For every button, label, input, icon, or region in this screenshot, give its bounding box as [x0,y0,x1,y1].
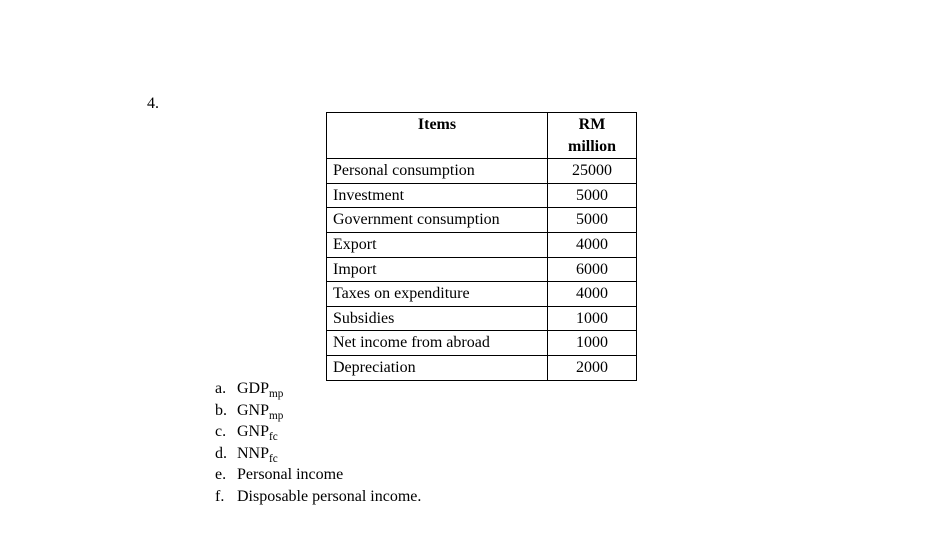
list-text: Disposable personal income. [237,486,421,508]
items-table: Items RM million Personal consumption 25… [326,112,637,381]
table-row: Personal consumption 25000 [327,159,637,184]
list-item: b. GNPmp [215,400,421,422]
table-header-row: Items RM million [327,113,637,159]
list-text: Personal income [237,464,343,486]
table-row: Net income from abroad 1000 [327,331,637,356]
cell-value: 25000 [548,159,637,184]
list-item: e. Personal income [215,464,421,486]
list-marker: c. [215,421,237,443]
list-text: GDPmp [237,378,283,400]
cell-item: Personal consumption [327,159,548,184]
cell-item: Taxes on expenditure [327,282,548,307]
list-item: d. NNPfc [215,443,421,465]
cell-item: Depreciation [327,355,548,380]
sub-question-list: a. GDPmp b. GNPmp c. GNPfc d. NNPfc e. P… [215,378,421,508]
cell-value: 4000 [548,282,637,307]
list-text: NNPfc [237,443,278,465]
cell-value: 4000 [548,232,637,257]
table-row: Export 4000 [327,232,637,257]
cell-value: 2000 [548,355,637,380]
cell-item: Export [327,232,548,257]
list-marker: b. [215,400,237,422]
cell-item: Net income from abroad [327,331,548,356]
list-marker: e. [215,464,237,486]
list-item: f. Disposable personal income. [215,486,421,508]
cell-value: 5000 [548,183,637,208]
header-value: RM million [548,113,637,159]
list-text: GNPfc [237,421,278,443]
header-items: Items [327,113,548,159]
table-row: Depreciation 2000 [327,355,637,380]
cell-item: Subsidies [327,306,548,331]
list-item: c. GNPfc [215,421,421,443]
list-marker: d. [215,443,237,465]
table-row: Government consumption 5000 [327,208,637,233]
table-row: Subsidies 1000 [327,306,637,331]
table-row: Import 6000 [327,257,637,282]
table-row: Investment 5000 [327,183,637,208]
cell-value: 1000 [548,306,637,331]
list-text: GNPmp [237,400,283,422]
list-item: a. GDPmp [215,378,421,400]
cell-value: 6000 [548,257,637,282]
cell-item: Investment [327,183,548,208]
cell-item: Import [327,257,548,282]
items-table-wrap: Items RM million Personal consumption 25… [326,112,637,381]
cell-value: 1000 [548,331,637,356]
cell-value: 5000 [548,208,637,233]
page: 4. Items RM million Personal consumption… [0,0,947,556]
cell-item: Government consumption [327,208,548,233]
list-marker: a. [215,378,237,400]
question-number: 4. [147,95,159,113]
list-marker: f. [215,486,237,508]
table-row: Taxes on expenditure 4000 [327,282,637,307]
